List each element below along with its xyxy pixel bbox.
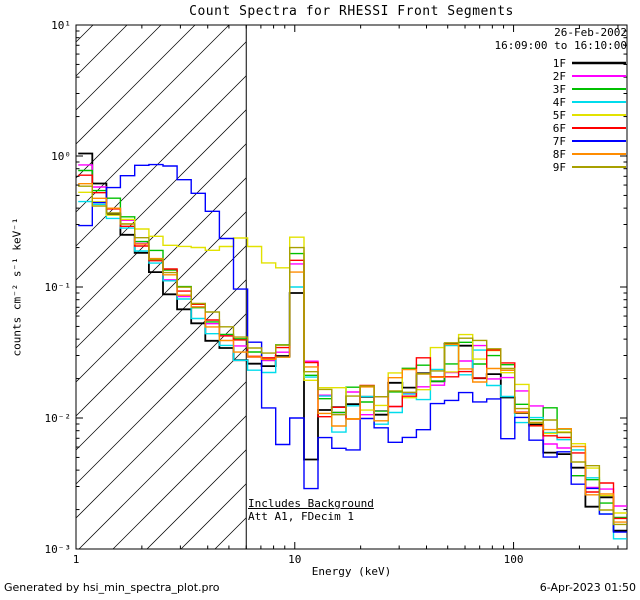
legend-label-5f: 5F: [553, 109, 566, 122]
series-9f-line: [78, 185, 627, 526]
series-5f-line: [78, 191, 627, 514]
hatch-line: [75, 279, 247, 451]
observation-date: 26-Feb-2002: [554, 26, 627, 39]
legend-label-4f: 4F: [553, 96, 566, 109]
series-2f-line: [78, 164, 627, 507]
page-title: Count Spectra for RHESSI Front Segments: [189, 4, 514, 19]
generation-timestamp: 6-Apr-2023 01:50: [539, 581, 636, 594]
hatch-line: [146, 449, 247, 550]
hatch-line: [112, 415, 247, 550]
x-axis-label: Energy (keV): [311, 565, 392, 578]
hatch-line: [75, 75, 247, 247]
hatch-line: [75, 211, 247, 383]
includes-background-annotation: Includes Background: [248, 497, 374, 510]
hatch-line: [75, 24, 196, 145]
series-6f-line: [78, 174, 627, 520]
series-8f-line: [78, 183, 627, 523]
series-1f-line: [78, 152, 627, 532]
y-axis-label: counts cm⁻² s⁻¹ keV⁻¹: [10, 217, 24, 357]
hatch-line: [75, 24, 94, 43]
hatch-line: [75, 24, 230, 179]
hatch-line: [214, 517, 247, 550]
y-tick-label: 10⁻²: [45, 412, 72, 425]
hatch-line: [75, 24, 128, 77]
x-tick-label: 100: [504, 553, 524, 566]
series-4f-line: [78, 200, 627, 540]
spectra-chart: 1 10 100 10¹ 10⁰ 10⁻¹ 10⁻² 10⁻³ 1F2F3F4F5F6F7F8F…: [45, 19, 628, 566]
hatch-line: [75, 313, 247, 485]
observation-time-range: 16:09:00 to 16:10:00: [494, 39, 627, 52]
series-7f-line: [78, 163, 627, 533]
hatch-line: [75, 347, 247, 519]
y-tick-label: 10⁰: [51, 150, 71, 163]
y-tick-label: 10⁻¹: [45, 281, 72, 294]
hatch-line: [75, 24, 162, 111]
legend-label-6f: 6F: [553, 122, 566, 135]
plot-frame: [75, 24, 628, 550]
attenuator-annotation: Att A1, FDecim 1: [248, 510, 354, 523]
y-tick-label: 10¹: [51, 19, 71, 32]
y-tick-label: 10⁻³: [45, 543, 72, 556]
hatch-line: [75, 143, 247, 315]
legend-label-8f: 8F: [553, 148, 566, 161]
legend-label-2f: 2F: [553, 70, 566, 83]
hatch-line: [75, 109, 247, 281]
x-tick-label: 10: [288, 553, 301, 566]
hatch-line: [75, 245, 247, 417]
x-tick-label: 1: [73, 553, 80, 566]
legend-label-7f: 7F: [553, 135, 566, 148]
hatch-line: [78, 381, 247, 550]
legend-label-9f: 9F: [553, 161, 566, 174]
legend-label-3f: 3F: [553, 83, 566, 96]
hatch-line: [180, 483, 247, 550]
generator-credit: Generated by hsi_min_spectra_plot.pro: [4, 581, 220, 594]
legend-label-1f: 1F: [553, 57, 566, 70]
series-3f-line: [78, 169, 627, 519]
